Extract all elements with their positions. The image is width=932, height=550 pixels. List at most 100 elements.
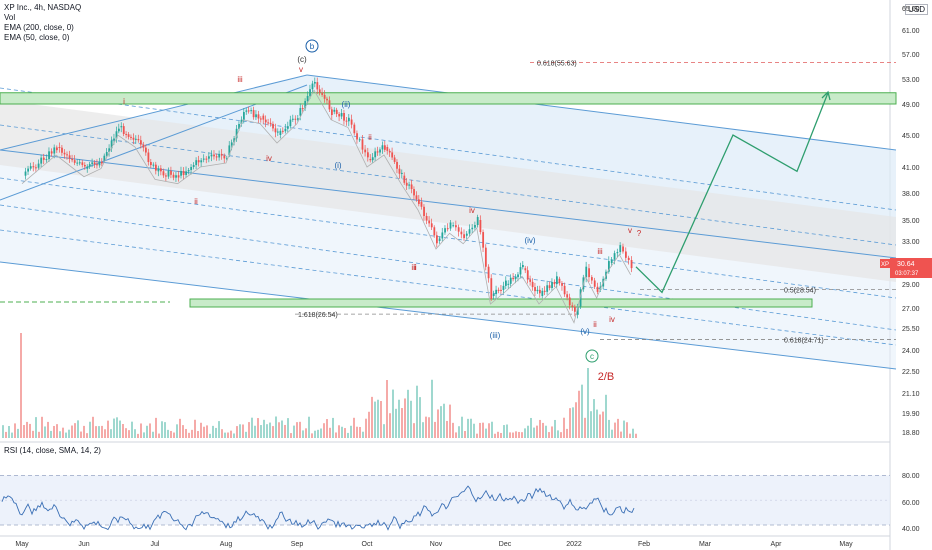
volume-bar	[374, 401, 376, 438]
volume-bar	[416, 385, 418, 438]
volume-bar	[146, 425, 148, 438]
volume-bar	[113, 418, 115, 438]
volume-bar	[395, 408, 397, 438]
candle-body	[98, 161, 101, 166]
candle-body	[167, 170, 170, 177]
volume-bar	[179, 418, 181, 438]
volume-bar	[248, 422, 250, 438]
volume-bar	[440, 406, 442, 438]
candle-body	[142, 144, 145, 148]
volume-bar	[341, 426, 343, 438]
candle-body	[210, 154, 213, 157]
price-tag-countdown: 03:07:37	[895, 271, 919, 277]
candle-body	[338, 114, 341, 117]
candle-body	[326, 98, 328, 101]
candle-body	[509, 277, 512, 284]
wave-label: ii	[194, 197, 198, 206]
currency-button[interactable]: USD	[905, 4, 928, 15]
candle-body	[374, 151, 377, 158]
candle-body	[78, 162, 81, 164]
candle-body	[512, 277, 515, 280]
candle-body	[497, 289, 500, 291]
candle-body	[245, 110, 248, 112]
wave-label: v	[299, 65, 303, 74]
volume-bar	[182, 425, 184, 438]
volume-bar	[389, 413, 391, 438]
wave-label: ?	[637, 229, 642, 238]
candle-body	[250, 110, 253, 112]
candle-body	[264, 119, 267, 123]
volume-bar	[143, 432, 145, 438]
candle-body	[220, 153, 223, 156]
volume-bar	[614, 422, 616, 438]
candle-body	[314, 81, 316, 84]
candle-body	[529, 279, 532, 282]
candle-body	[348, 117, 350, 122]
chart-legend: XP Inc., 4h, NASDAQ Vol EMA (200, close,…	[4, 3, 81, 43]
volume-bar	[539, 419, 541, 438]
candle-body	[262, 115, 265, 120]
candle-body	[403, 175, 406, 183]
volume-bar	[407, 389, 409, 438]
candle-body	[66, 154, 68, 156]
candle-body	[536, 289, 539, 292]
candle-body	[627, 257, 630, 261]
candle-body	[553, 281, 556, 285]
volume-bar	[512, 432, 514, 438]
time-tick: Jun	[78, 541, 89, 548]
candle-body	[343, 113, 345, 121]
volume-bar	[527, 425, 529, 438]
volume-bar	[422, 422, 424, 438]
candle-body	[356, 133, 358, 140]
volume-bar	[467, 418, 469, 438]
support-zone-lower	[189, 298, 813, 308]
volume-bar	[203, 426, 205, 438]
candle-body	[476, 217, 479, 226]
candle-body	[108, 148, 111, 153]
volume-bar	[269, 422, 271, 438]
volume-bar	[116, 417, 118, 438]
volume-bar	[353, 417, 355, 438]
candle-body	[625, 251, 627, 258]
symbol-tag-label: XP	[881, 262, 889, 268]
volume-bar	[71, 425, 73, 438]
candle-body	[304, 100, 307, 109]
volume-bar	[86, 433, 88, 438]
candle-body	[277, 131, 279, 133]
candle-body	[50, 151, 53, 154]
volume-bar	[236, 426, 238, 438]
candle-body	[492, 293, 495, 296]
volume-bar	[152, 431, 154, 438]
candle-body	[260, 118, 262, 120]
volume-bar	[491, 421, 493, 438]
time-tick: Mar	[699, 541, 712, 548]
candle-body	[502, 285, 505, 290]
volume-bar	[209, 433, 211, 438]
volume-bar	[287, 418, 289, 438]
volume-bar	[53, 425, 55, 438]
candle-body	[487, 266, 490, 279]
candle-body	[120, 126, 123, 128]
candle-body	[230, 142, 233, 146]
candle-body	[240, 119, 243, 125]
channel-line	[0, 261, 897, 370]
price-tick: 45.00	[902, 133, 920, 140]
candle-body	[127, 134, 130, 137]
candle-body	[591, 277, 593, 281]
candle-body	[81, 162, 84, 165]
candle-body	[58, 147, 61, 148]
candle-body	[546, 285, 549, 292]
candle-body	[88, 164, 91, 167]
volume-bar	[23, 425, 25, 438]
candle-body	[551, 281, 553, 289]
candle-body	[105, 152, 108, 156]
candle-body	[255, 114, 257, 118]
candle-body	[284, 128, 287, 132]
price-tick: 29.00	[902, 282, 920, 289]
candle-body	[514, 277, 517, 280]
wave-label: iii	[237, 75, 243, 84]
volume-bar	[101, 425, 103, 438]
volume-bar	[461, 416, 463, 438]
volume-bar	[5, 431, 7, 438]
